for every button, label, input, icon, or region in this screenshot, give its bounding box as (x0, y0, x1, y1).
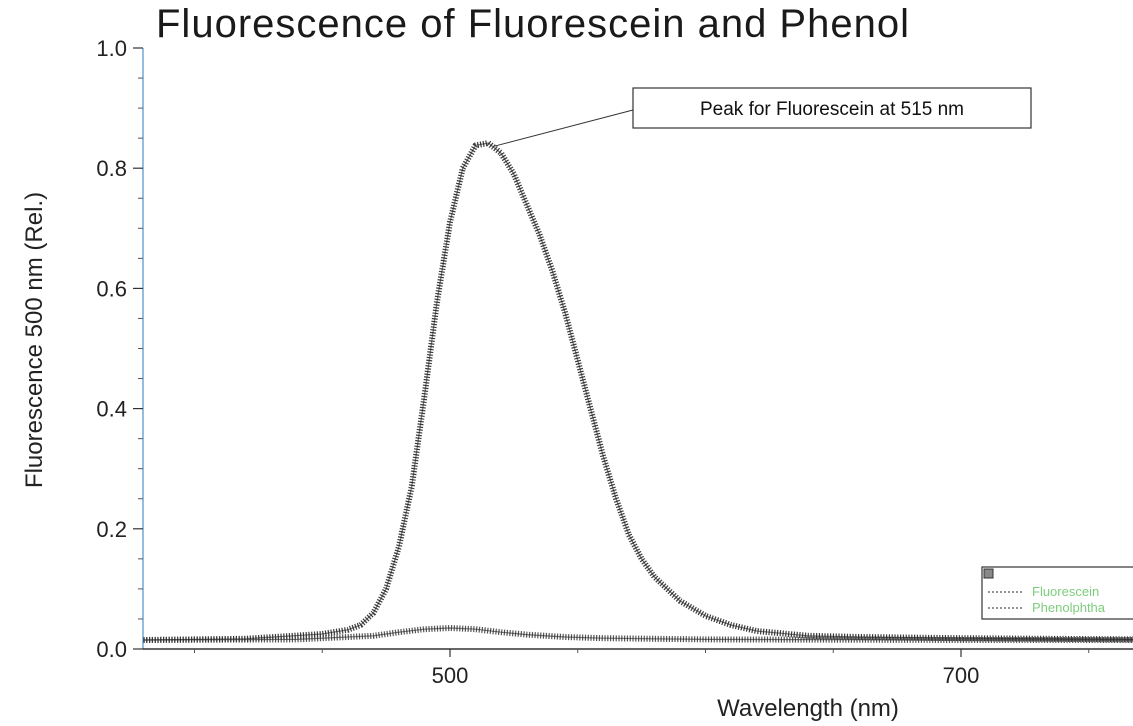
legend-box-icon[interactable] (983, 568, 994, 579)
series-layer (143, 140, 1133, 643)
y-tick-label: 1.0 (96, 36, 127, 61)
y-tick-label: 0.4 (96, 397, 127, 422)
annotation-leader (494, 109, 634, 147)
legend-box (981, 566, 1133, 620)
y-ticks: 0.0 0.2 0.4 0.6 0.8 1.0 (96, 36, 143, 662)
chart-title: Fluorescence of Fluorescein and Phenol (156, 2, 910, 46)
legend-label-fluorescein: Fluorescein (1032, 584, 1099, 599)
y-tick-label: 0.0 (96, 637, 127, 662)
series-core-phenolphtha (143, 627, 1133, 641)
annotation: Peak for Fluorescein at 515 nm (494, 87, 1032, 147)
y-tick-label: 0.8 (96, 156, 127, 181)
legend-label-phenolphtha: Phenolphtha (1032, 600, 1106, 615)
x-axis-label: Wavelength (nm) (717, 695, 899, 722)
legend[interactable]: Fluorescein Phenolphtha (981, 566, 1133, 620)
annotation-text: Peak for Fluorescein at 515 nm (700, 99, 964, 120)
y-axis-label: Fluorescence 500 nm (Rel.) (21, 192, 48, 488)
x-tick-label: 700 (943, 663, 980, 688)
y-tick-label: 0.2 (96, 517, 127, 542)
x-ticks: 500 700 (194, 649, 1090, 688)
y-tick-label: 0.6 (96, 276, 127, 301)
annotation-box (632, 87, 1032, 129)
series-line-fluorescein (143, 140, 1133, 643)
series-core-fluorescein (143, 142, 1133, 641)
x-tick-label: 500 (432, 663, 469, 688)
